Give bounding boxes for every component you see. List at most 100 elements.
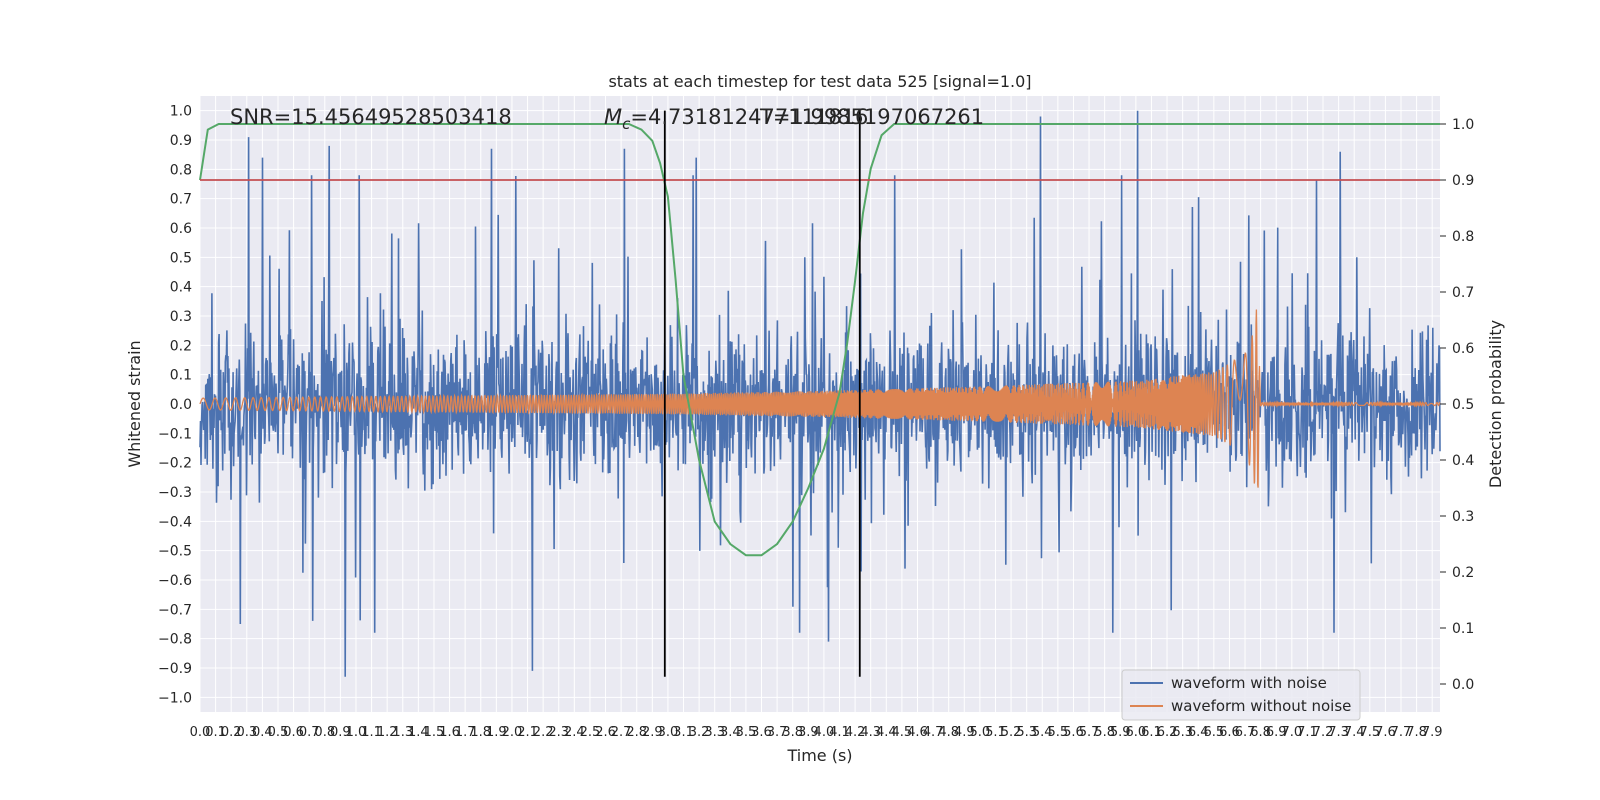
- x-tick-label: 5.1: [985, 725, 1006, 740]
- y-tick-label: 0.8: [170, 162, 192, 178]
- y-tick-label: −0.5: [158, 544, 192, 560]
- x-tick-label: 1.9: [486, 725, 507, 740]
- y-tick-label: 0.2: [170, 338, 192, 354]
- x-tick-label: 1.6: [439, 725, 460, 740]
- legend-label-noise: waveform with noise: [1171, 674, 1327, 692]
- x-tick-label: 6.9: [1266, 725, 1287, 740]
- series-detection-probability: [199, 123, 1440, 557]
- x-tick-label: 0.6: [283, 725, 304, 740]
- x-tick-label: 5.8: [1094, 725, 1115, 740]
- x-tick-label: 4.0: [814, 725, 835, 740]
- y-tick-label: −0.4: [158, 514, 192, 530]
- legend-box: [1121, 669, 1361, 721]
- x-tick-label: 5.6: [1063, 725, 1084, 740]
- x-tick-label: 6.0: [1126, 725, 1147, 740]
- x-tick-label: 6.2: [1157, 725, 1178, 740]
- snr-annotation: SNR=15.45649528503418: [230, 105, 512, 129]
- y-tick-label-right: 0.2: [1452, 565, 1474, 581]
- x-tick-label: 7.8: [1406, 725, 1427, 740]
- x-tick-label: 7.9: [1422, 725, 1443, 740]
- x-tick-label: 0.7: [299, 725, 320, 740]
- x-tick-label: 1.2: [377, 725, 398, 740]
- x-tick-label: 7.3: [1328, 725, 1349, 740]
- x-tick-label: 0.9: [330, 725, 351, 740]
- y-tick-label: −0.1: [158, 426, 192, 442]
- x-tick-label: 7.7: [1391, 725, 1412, 740]
- x-tick-label: 7.1: [1297, 725, 1318, 740]
- x-tick-label: 3.5: [736, 725, 757, 740]
- y-tick-label: −0.8: [158, 632, 192, 648]
- noise-line: [199, 110, 1441, 677]
- x-tick-label: 3.9: [798, 725, 819, 740]
- y-tick-label: 1.0: [170, 104, 192, 120]
- x-tick-label: 1.0: [346, 725, 367, 740]
- x-tick-label: 3.4: [720, 725, 741, 740]
- y-tick-label: −0.2: [158, 456, 192, 472]
- x-tick-label: 4.5: [892, 725, 913, 740]
- y-tick-label: 0.4: [170, 280, 192, 296]
- y-tick-label-right: 0.6: [1452, 341, 1474, 357]
- x-tick-label: 4.9: [954, 725, 975, 740]
- x-tick-label: 2.4: [564, 725, 585, 740]
- x-tick-label: 3.8: [782, 725, 803, 740]
- x-tick-label: 1.8: [470, 725, 491, 740]
- x-tick-label: 2.3: [548, 725, 569, 740]
- x-tick-label: 2.2: [533, 725, 554, 740]
- chart-title: stats at each timestep for test data 525…: [608, 72, 1031, 91]
- x-tick-label: 5.0: [970, 725, 991, 740]
- x-tick-label: 5.5: [1048, 725, 1069, 740]
- x-tick-label: 7.2: [1313, 725, 1334, 740]
- y-tick-label: 0.5: [170, 250, 192, 266]
- x-tick-label: 6.3: [1172, 725, 1193, 740]
- x-tick-label: 1.4: [408, 725, 429, 740]
- y-axis-right: 1.0 0.9 0.8 0.7 0.6 0.5 0.4 0.3 0.2 0.1 0.0: [1440, 117, 1474, 693]
- y-tick-label: 0.9: [170, 133, 192, 149]
- y-tick-label-right: 0.8: [1452, 229, 1474, 245]
- x-tick-label: 2.1: [517, 725, 538, 740]
- y-tick-label: −0.6: [158, 573, 192, 589]
- y-tick-label-right: 0.4: [1452, 453, 1474, 469]
- y-tick-label-right: 1.0: [1452, 117, 1474, 133]
- probability-line: [199, 123, 1440, 557]
- reference-lines: [200, 110, 1440, 677]
- x-tick-label: 3.1: [673, 725, 694, 740]
- x-tick-label: 7.6: [1375, 725, 1396, 740]
- y-tick-label: −0.3: [158, 485, 192, 501]
- y-tick-label-right: 0.7: [1452, 285, 1474, 301]
- x-tick-label: 1.1: [361, 725, 382, 740]
- x-tick-label: 6.5: [1203, 725, 1224, 740]
- y-tick-label-right: 0.3: [1452, 509, 1474, 525]
- x-axis-label: Time (s): [786, 746, 852, 765]
- x-tick-label: 4.4: [876, 725, 897, 740]
- x-tick-label: 2.8: [626, 725, 647, 740]
- x-tick-label: 0.1: [205, 725, 226, 740]
- x-tick-label: 2.5: [580, 725, 601, 740]
- chirp-mass-annotation: Mc=4.731812477111816: [604, 105, 868, 133]
- x-tick-label: 6.7: [1235, 725, 1256, 740]
- x-tick-label: 2.7: [611, 725, 632, 740]
- x-tick-label: 4.6: [907, 725, 928, 740]
- x-tick-label: 7.0: [1281, 725, 1302, 740]
- y-tick-label: 0.0: [170, 397, 192, 413]
- y-tick-label-right: 0.1: [1452, 621, 1474, 637]
- x-tick-label: 1.3: [392, 725, 413, 740]
- y-axis-label-right: Detection probability: [1486, 320, 1505, 488]
- y-tick-label: −0.9: [158, 661, 192, 677]
- x-tick-label: 4.2: [845, 725, 866, 740]
- x-tick-label: 0.3: [236, 725, 257, 740]
- y-tick-label: 0.6: [170, 221, 192, 237]
- x-tick-label: 5.7: [1079, 725, 1100, 740]
- series-waveform-without-noise: [199, 309, 1441, 488]
- x-tick-label: 5.4: [1032, 725, 1053, 740]
- x-tick-label: 7.4: [1344, 725, 1365, 740]
- x-tick-label: 5.3: [1016, 725, 1037, 740]
- x-tick-label: 4.7: [923, 725, 944, 740]
- x-tick-label: 0.0: [190, 725, 211, 740]
- x-tick-label: 4.1: [829, 725, 850, 740]
- x-tick-label: 6.6: [1219, 725, 1240, 740]
- y-axis-label: Whitened strain: [125, 340, 144, 467]
- x-tick-label: 2.6: [595, 725, 616, 740]
- y-tick-label: 0.3: [170, 309, 192, 325]
- x-tick-label: 7.5: [1359, 725, 1380, 740]
- y-tick-label-right: 0.0: [1452, 677, 1474, 693]
